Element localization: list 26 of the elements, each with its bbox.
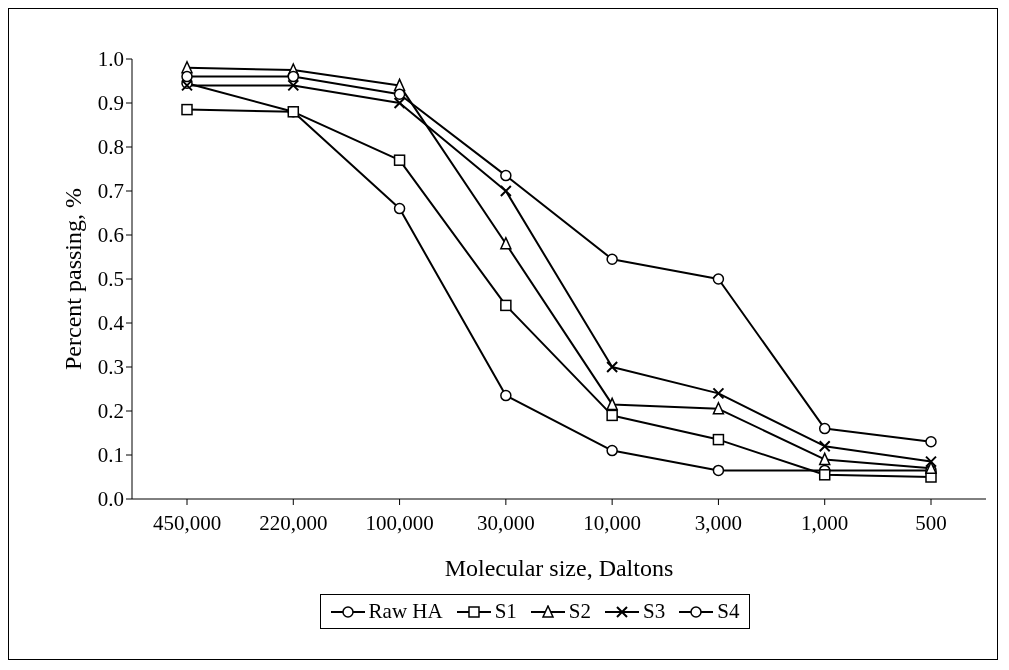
- y-tick-label: 0.8: [97, 135, 124, 160]
- y-tick-label: 0.5: [97, 267, 124, 292]
- y-tick-label: 0.9: [97, 91, 124, 116]
- x-tick-label: 220,000: [259, 510, 328, 535]
- y-tick-label: 1.0: [97, 47, 124, 72]
- x-tick-label: 100,000: [365, 510, 434, 535]
- x-tick-label: 10,000: [583, 510, 642, 535]
- x-tick-label: 1,000: [801, 510, 849, 535]
- x-tick-label: 500: [915, 510, 947, 535]
- legend-label: Raw HA: [368, 599, 443, 624]
- y-tick-label: 0.6: [97, 223, 124, 248]
- y-axis-title: Percent passing, %: [59, 188, 86, 370]
- y-tick-label: 0.0: [97, 487, 124, 512]
- x-tick-label: 3,000: [694, 510, 743, 535]
- y-tick-label: 0.7: [97, 179, 124, 204]
- legend-label: S2: [568, 599, 592, 624]
- y-tick-label: 0.1: [97, 443, 124, 468]
- legend-label: S3: [643, 599, 666, 624]
- x-axis-title: Molecular size, Daltons: [444, 555, 674, 581]
- legend-label: S4: [717, 599, 740, 624]
- x-tick-label: 30,000: [476, 510, 535, 535]
- legend-label: S1: [494, 599, 517, 624]
- y-tick-label: 0.4: [97, 311, 125, 336]
- y-tick-label: 0.2: [97, 399, 124, 424]
- x-tick-label: 450,000: [152, 510, 222, 535]
- y-tick-label: 0.3: [97, 355, 124, 380]
